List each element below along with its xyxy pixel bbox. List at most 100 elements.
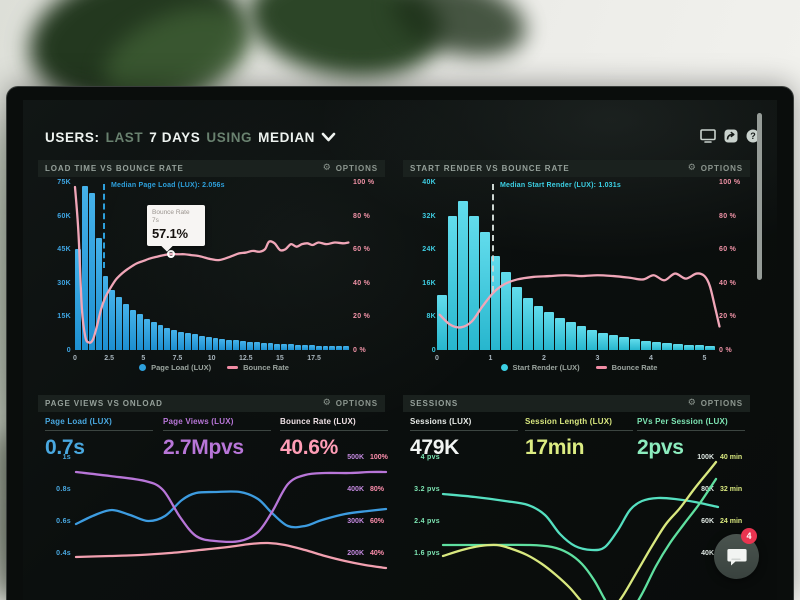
- histogram-bar: [640, 340, 651, 350]
- axis-tick: 100 %: [353, 179, 375, 186]
- chevron-down-icon[interactable]: [321, 132, 336, 142]
- stat-value: 2pvs: [637, 436, 684, 459]
- stat-value: 2.7Mpvs: [163, 436, 244, 459]
- panel-header: PAGE VIEWS VS ONLOAD ⚙ OPTIONS: [38, 395, 385, 412]
- histogram-bar: [143, 318, 150, 350]
- histogram-bar: [522, 297, 533, 350]
- axis-tick: 0: [431, 347, 436, 354]
- stat-column: Page Views (LUX) 2.7Mpvs: [163, 417, 271, 460]
- stat-column: PVs Per Session (LUX) 2pvs: [637, 417, 745, 460]
- panel-sessions: SESSIONS ⚙ OPTIONS Sessions (LUX) 479K Sess…: [403, 395, 755, 600]
- histogram-bar: [178, 331, 184, 350]
- axis-tick: 75K: [57, 179, 71, 186]
- axis-tick: 0.4s: [56, 550, 71, 557]
- stat-label: Page Views (LUX): [163, 417, 271, 431]
- axis-tick: 3.2 pvs: [414, 486, 440, 493]
- axis-tick: 80K 32 min: [701, 486, 743, 493]
- histogram-bar: [662, 342, 673, 350]
- axis-tick: 32K: [422, 212, 436, 220]
- options-button[interactable]: ⚙ OPTIONS: [322, 163, 378, 174]
- stat-column: Session Length (LUX) 17min: [525, 417, 633, 460]
- panel-title: START RENDER VS BOUNCE RATE: [410, 164, 570, 173]
- legend-swatch: [595, 366, 607, 369]
- axis-tick: 0: [66, 347, 71, 354]
- axis-tick: 40K: [422, 179, 436, 186]
- stat-column: Bounce Rate (LUX) 40.6%: [280, 417, 388, 460]
- histogram-bar: [136, 314, 143, 350]
- axis-tick: 0.6s: [56, 518, 71, 525]
- axis-tick: 400K 80%: [347, 486, 385, 493]
- histogram-bar: [95, 238, 102, 350]
- axis-tick: 10: [207, 355, 216, 362]
- axis-tick: 2: [542, 355, 546, 362]
- axis-tick: 5: [702, 355, 707, 362]
- gear-icon: ⚙: [322, 398, 332, 408]
- histogram-bar: [116, 297, 123, 350]
- histogram-bar: [587, 329, 598, 350]
- legend-item: Page Load (LUX): [139, 363, 211, 372]
- options-button[interactable]: ⚙ OPTIONS: [687, 163, 743, 174]
- histogram-bar: [205, 336, 212, 350]
- stat-column: Page Load (LUX) 0.7s: [45, 417, 153, 460]
- histogram-bar: [274, 343, 281, 350]
- histogram-bar: [301, 345, 308, 350]
- display-icon[interactable]: [700, 129, 716, 143]
- axis-tick: 60 %: [353, 246, 371, 254]
- histogram-bar: [308, 345, 315, 350]
- help-icon[interactable]: ?: [746, 129, 760, 143]
- axis-tick: 0: [73, 355, 77, 362]
- histogram-bar: [705, 345, 716, 350]
- axis-tick: 17.5: [307, 355, 321, 362]
- histogram-bar: [164, 327, 171, 350]
- histogram-bar: [458, 200, 469, 350]
- legend-swatch: [139, 364, 147, 371]
- histogram-bar: [212, 337, 219, 350]
- histogram: [75, 182, 349, 350]
- panel-header: SESSIONS ⚙ OPTIONS: [403, 395, 750, 412]
- stat-label: Bounce Rate (LUX): [280, 417, 388, 431]
- histogram-bar: [673, 343, 683, 350]
- histogram-bar: [191, 334, 198, 350]
- axis-tick: 100K 40 min: [697, 454, 743, 461]
- histogram-bar: [437, 295, 447, 350]
- stat-label: Session Length (LUX): [525, 417, 633, 431]
- axis-tick: 60 %: [719, 246, 737, 254]
- histogram-bar: [329, 345, 336, 350]
- histogram-bar: [233, 340, 239, 350]
- panel-title: PAGE VIEWS VS ONLOAD: [45, 399, 163, 408]
- axis-tick: 0.8s: [56, 486, 71, 493]
- axis-tick: 15K: [57, 313, 71, 321]
- share-icon[interactable]: [724, 129, 738, 143]
- axis-tick: 200K 40%: [347, 550, 385, 557]
- histogram-bar: [322, 345, 329, 350]
- histogram-bar: [576, 326, 587, 350]
- legend-item: Start Render (LUX): [500, 363, 580, 372]
- histogram-bar: [185, 333, 191, 350]
- options-button[interactable]: ⚙ OPTIONS: [322, 398, 378, 409]
- scrollbar[interactable]: [757, 113, 762, 280]
- histogram-bar: [315, 345, 322, 350]
- panel-header: START RENDER VS BOUNCE RATE ⚙ OPTIONS: [403, 160, 750, 177]
- histogram-bar: [630, 339, 640, 350]
- histogram-bar: [598, 332, 608, 350]
- panel-start-render: START RENDER VS BOUNCE RATE ⚙ OPTIONS 40K…: [403, 160, 755, 390]
- axis-tick: 24K: [422, 246, 436, 254]
- histogram-bar: [88, 193, 95, 350]
- panel-load-time: LOAD TIME VS BOUNCE RATE ⚙ OPTIONS 75K 60K…: [38, 160, 390, 390]
- legend-item: Bounce Rate: [595, 363, 657, 372]
- stat-value: 17min: [525, 436, 585, 459]
- legend-item: Bounce Rate: [227, 363, 289, 372]
- options-button[interactable]: ⚙ OPTIONS: [687, 398, 743, 409]
- axis-tick: 16K: [422, 279, 436, 287]
- title-users: USERS:: [45, 129, 100, 145]
- histogram-bar: [130, 309, 136, 350]
- panel-title: SESSIONS: [410, 399, 459, 408]
- notification-badge: 4: [741, 528, 757, 544]
- axis-tick: 30K: [57, 279, 71, 287]
- histogram-bar: [157, 325, 164, 350]
- median-start-render-marker: Median Start Render (LUX): 1.031s: [492, 182, 621, 292]
- dashboard-title-dropdown[interactable]: USERS: LAST 7 DAYS USING MEDIAN: [45, 126, 336, 148]
- chat-bubble-icon: [726, 548, 747, 565]
- panel-page-views: PAGE VIEWS VS ONLOAD ⚙ OPTIONS Page Load …: [38, 395, 390, 600]
